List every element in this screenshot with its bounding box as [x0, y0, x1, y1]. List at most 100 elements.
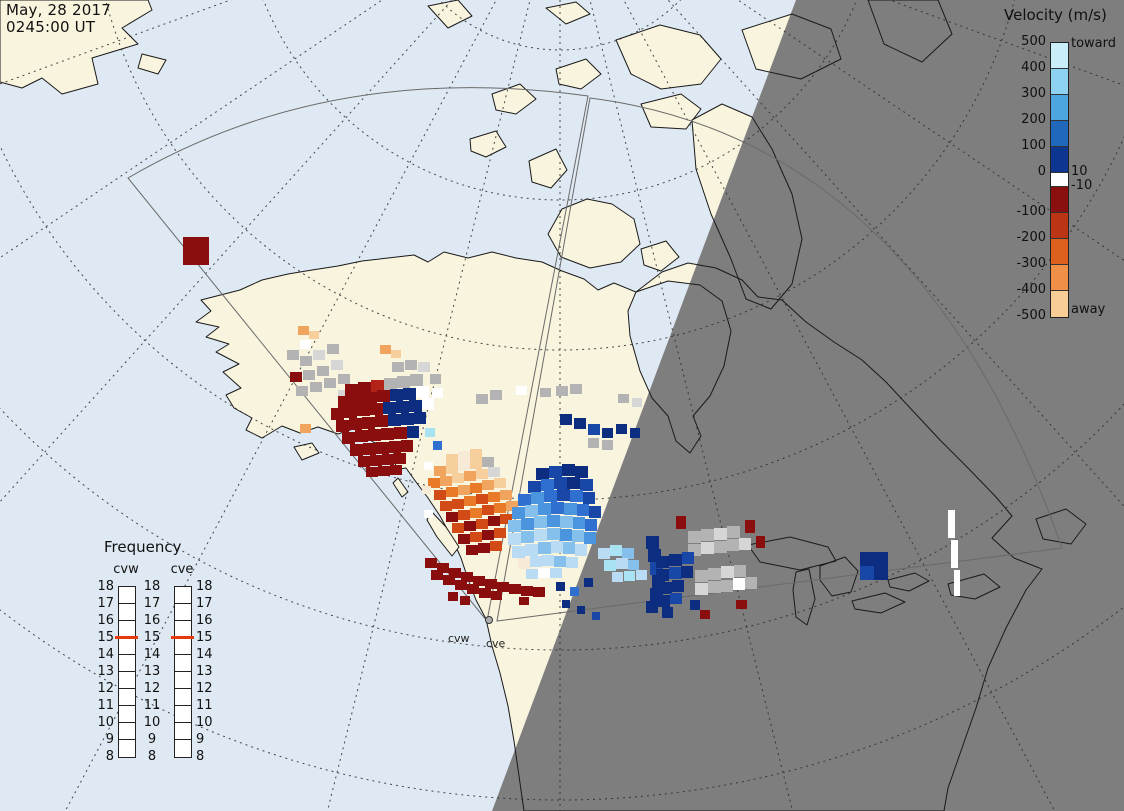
velocity-cell [183, 237, 196, 251]
frequency-tick-label: 15 [196, 630, 213, 645]
velocity-cell [380, 345, 391, 354]
frequency-scale-cell [119, 655, 135, 672]
velocity-cell [422, 398, 434, 410]
meridian-line [623, 0, 1056, 811]
velocity-cell [407, 426, 419, 438]
velocity-cell [371, 380, 384, 392]
velocity-cell [695, 583, 708, 595]
velocity-cell [476, 469, 488, 479]
frequency-scale-cell [119, 740, 135, 757]
meridian-line [589, 0, 794, 811]
frequency-scale-cell [119, 723, 135, 740]
velocity-cell [584, 532, 596, 544]
velocity-cell [425, 558, 437, 568]
velocity-cell [534, 529, 547, 541]
freq-column-label-cvw: cvw [113, 562, 139, 577]
velocity-cell [430, 374, 441, 384]
radar-site-label-cve: cve [486, 637, 506, 650]
velocity-cell [401, 413, 414, 425]
radar-fov-layer [127, 87, 1063, 623]
velocity-cell [431, 570, 443, 580]
velocity-cell [656, 556, 669, 568]
banks-island [528, 148, 568, 189]
velocity-cell [336, 420, 349, 432]
velocity-cell [564, 503, 577, 515]
colorbar-segment [1051, 69, 1068, 95]
velocity-cell [646, 601, 658, 613]
velocity-cell [622, 548, 634, 559]
velocity-cell [672, 580, 684, 592]
velocity-colorbar [1050, 42, 1069, 318]
velocity-cell [575, 466, 588, 478]
velocity-cell [604, 560, 616, 571]
frequency-tick-label: 12 [143, 681, 161, 696]
velocity-cell [556, 386, 568, 396]
velocity-cell [446, 454, 458, 464]
velocity-cell [433, 441, 442, 450]
velocity-cell [860, 552, 874, 566]
velocity-cell [458, 485, 470, 495]
velocity-cell [296, 386, 308, 396]
meridian-line [326, 0, 531, 811]
velocity-cell [183, 251, 196, 265]
velocity-cell [196, 237, 209, 251]
velocity-cell [518, 558, 530, 569]
frequency-tick-label: 12 [97, 681, 114, 696]
meridian-line [64, 0, 497, 811]
frequency-tick-label: 18 [143, 579, 161, 594]
velocity-cell [405, 360, 417, 370]
velocity-cell [714, 528, 727, 540]
velocity-cell [533, 587, 545, 597]
velocity-cell [389, 441, 401, 453]
velocity-cell [632, 398, 642, 407]
velocity-cell [370, 455, 382, 466]
velocity-cell [470, 508, 482, 518]
velocity-cell [577, 606, 585, 614]
velocity-cell [580, 479, 593, 491]
victoria-island [547, 198, 641, 269]
colorbar-segment [1051, 147, 1068, 173]
velocity-cell [560, 414, 572, 425]
frequency-tick-label: 15 [97, 630, 114, 645]
frequency-scale-cell [119, 672, 135, 689]
velocity-cell [954, 570, 960, 596]
velocity-cell [494, 478, 506, 488]
velocity-cell [362, 417, 375, 429]
velocity-cell [368, 429, 381, 441]
velocity-cell [518, 494, 531, 506]
velocity-cell [357, 404, 370, 416]
velocity-tick-label: -10 [1071, 178, 1093, 193]
velocity-cell [416, 386, 429, 398]
velocity-cell [473, 576, 485, 586]
frequency-tick-label: 14 [196, 647, 213, 662]
velocity-cell [466, 545, 478, 555]
velocity-cell [557, 489, 570, 501]
velocity-cell [508, 533, 521, 545]
velocity-cell [525, 544, 538, 556]
frequency-legend: Frequency cvw cve 18 18 18 17 17 17 16 16 16 15 15… [86, 538, 236, 778]
frequency-tick-label: 8 [147, 749, 157, 764]
velocity-cell [338, 390, 350, 400]
velocity-cell [384, 378, 397, 390]
velocity-cell [490, 390, 502, 400]
velocity-cell [733, 578, 745, 590]
velocity-cell [708, 581, 721, 593]
velocity-cell [656, 569, 669, 581]
radar-site-dot [485, 616, 493, 624]
freq-column-label-cve: cve [170, 562, 194, 577]
velocity-cell [397, 376, 410, 388]
frequency-scale-cve [174, 586, 192, 758]
velocity-cell [506, 501, 518, 511]
velocity-tick-label: 10 [1071, 164, 1088, 179]
velocity-legend-title: Velocity (m/s) [1004, 6, 1107, 24]
velocity-cell [530, 556, 542, 567]
velocity-cell [196, 251, 209, 265]
frequency-tick-label: 10 [143, 715, 161, 730]
velocity-cell [470, 449, 482, 459]
velocity-cell [298, 326, 309, 335]
velocity-cell [585, 519, 597, 531]
velocity-cell [440, 501, 452, 511]
velocity-cell [540, 388, 551, 397]
frequency-scale-cell [175, 672, 191, 689]
